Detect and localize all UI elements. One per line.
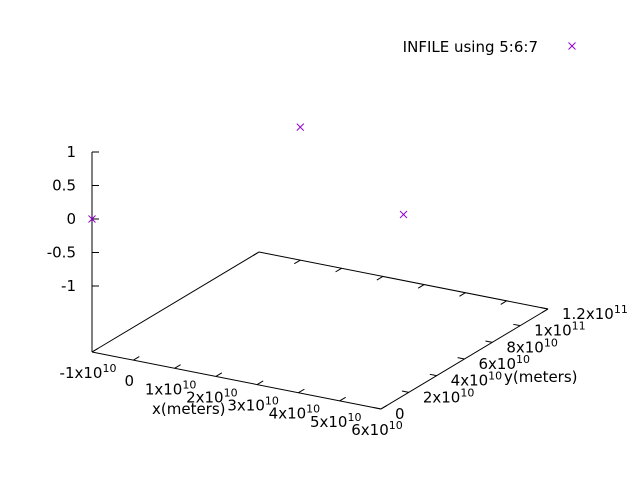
y-tick [401, 390, 409, 393]
y-tick [485, 340, 493, 343]
y-tick [513, 323, 521, 327]
x-tick-far [252, 251, 260, 257]
x-axis-line [91, 351, 382, 410]
y-tick [374, 407, 382, 410]
y-tick-label: 6x1010 [479, 353, 531, 373]
x-tick-label: 1x1010 [145, 378, 197, 398]
x-tick-far [500, 300, 507, 305]
y-axis-title: y(meters) [504, 368, 578, 386]
y-tick-label: 0 [395, 405, 405, 423]
x-tick-label: 5x1010 [310, 411, 362, 431]
x-tick [174, 364, 181, 369]
legend-marker-x-icon [568, 42, 576, 50]
legend-x-mark [568, 42, 576, 50]
x-tick-far [541, 308, 549, 314]
x-tick [298, 388, 305, 394]
y-tick [457, 357, 465, 360]
z-tick-label: 1 [66, 143, 76, 161]
legend: INFILE using 5:6:7 [403, 38, 576, 56]
x-tick-far [417, 284, 425, 289]
x-tick-far [335, 267, 342, 273]
z-tick-label: -1 [61, 277, 76, 295]
legend-label: INFILE using 5:6:7 [403, 38, 538, 56]
data-point [296, 123, 305, 131]
z-tick-label: 0 [66, 210, 76, 228]
y-tick-label: 2x1010 [423, 386, 475, 406]
y-tick [429, 373, 437, 377]
x-tick [133, 356, 140, 361]
data-points-group [88, 123, 408, 223]
ticks-group [91, 151, 549, 410]
x-tick-label: 6x1010 [351, 419, 403, 439]
y-tick-label: 8x1010 [506, 336, 558, 356]
y-tick-label: 1.2x1011 [562, 303, 628, 323]
x-tick-label: 3x1010 [227, 395, 279, 415]
x-tick-far [459, 292, 466, 297]
x-tick [215, 372, 223, 377]
x-tick-label: -1x1010 [60, 362, 117, 382]
x-axis-title: x(meters) [152, 400, 226, 418]
x-tick [380, 404, 388, 410]
z-tick-label: 0.5 [52, 177, 76, 195]
data-point [399, 210, 408, 219]
y-tick [541, 307, 549, 310]
back-y-axis-line [91, 251, 260, 353]
x-tick-label: 4x1010 [269, 403, 321, 423]
y-tick-label: 4x1010 [451, 370, 503, 390]
x-tick-label: 0 [125, 372, 135, 390]
x-tick-far [294, 259, 301, 265]
x-tick [339, 396, 346, 402]
y-tick-label: 1x1011 [534, 320, 586, 340]
z-tick-label: -0.5 [47, 244, 76, 262]
x-tick-label: 2x1010 [186, 386, 238, 406]
x-tick-far [376, 275, 384, 281]
data-point [88, 215, 96, 223]
x-tick [91, 347, 99, 353]
x-tick [256, 380, 264, 386]
back-x-axis-line [258, 251, 549, 310]
